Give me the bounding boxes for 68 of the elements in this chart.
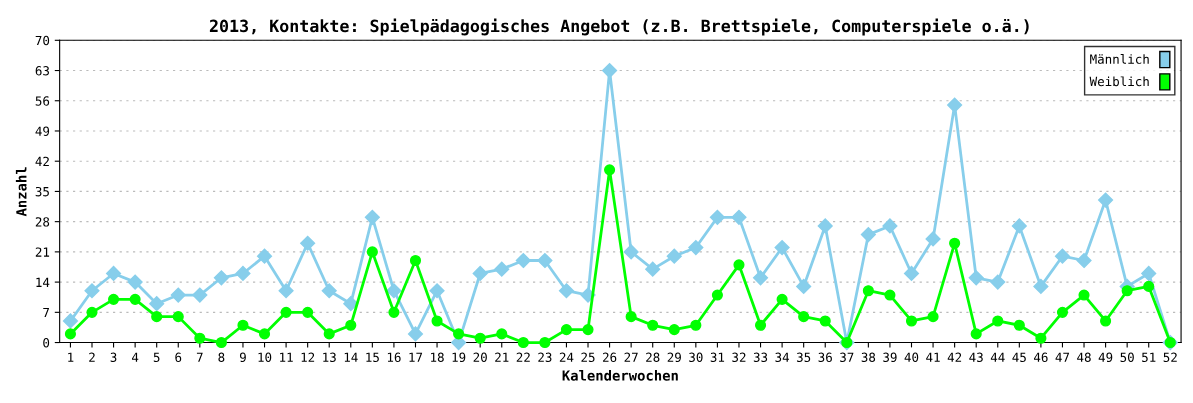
x-tick-label: 22	[516, 352, 530, 362]
x-tick-label: 30	[689, 352, 703, 363]
x-tick-label: 52	[1163, 352, 1177, 363]
x-tick-label: 25	[581, 352, 595, 363]
x-tick-label: 38	[861, 352, 876, 363]
x-tick-label: 3	[110, 352, 117, 363]
x-tick-label: 46	[1033, 352, 1048, 363]
x-tick-label: 24	[559, 352, 574, 362]
x-tick-label: 35	[796, 352, 811, 363]
x-tick-label: 20	[473, 352, 487, 363]
chart-title: 2013, Kontakte: Spielpädagogisches Angebot (z.B. Brettspiele, Computerspiele o.ä.)	[209, 18, 1029, 36]
x-tick-label: 10	[258, 352, 272, 363]
y-tick-label: 14	[36, 277, 50, 287]
x-tick-label: 48	[1077, 352, 1091, 363]
x-tick-label: 34	[775, 352, 790, 363]
x-tick-label: 16	[387, 352, 401, 363]
x-tick-label: 11	[280, 352, 293, 362]
y-tick-label: 7	[43, 307, 49, 318]
x-tick-label: 17	[409, 352, 423, 362]
x-tick-label: 36	[818, 352, 832, 363]
y-axis-title: Anzahl	[15, 167, 27, 217]
x-tick-label: 42	[947, 352, 962, 362]
x-tick-label: 19	[452, 352, 466, 363]
y-tick-label: 0	[43, 338, 50, 348]
x-tick-label: 29	[667, 352, 681, 363]
x-tick-label: 51	[1142, 352, 1156, 363]
y-tick-label: 42	[35, 156, 49, 166]
y-tick-label: 21	[35, 247, 50, 257]
x-tick-label: 47	[1055, 352, 1070, 362]
x-tick-label: 1	[68, 352, 74, 362]
x-tick-label: 41	[926, 352, 940, 362]
x-tick-label: 45	[1012, 352, 1026, 363]
x-tick-label: 37	[840, 352, 854, 363]
y-tick-label: 28	[35, 217, 50, 227]
y-tick-label: 49	[35, 126, 50, 136]
x-tick-label: 26	[602, 352, 617, 363]
x-tick-label: 39	[883, 352, 897, 363]
x-tick-label: 12	[301, 352, 315, 362]
x-tick-label: 6	[175, 352, 182, 363]
legend-label: Männlich	[1090, 54, 1149, 64]
y-tick-label: 70	[35, 35, 50, 46]
legend-label: Weiblich	[1089, 76, 1149, 87]
x-tick-label: 18	[431, 352, 444, 363]
x-tick-label: 21	[495, 352, 509, 362]
x-tick-label: 23	[538, 352, 552, 363]
y-tick-label: 63	[35, 66, 49, 76]
y-tick-label: 35	[35, 186, 49, 197]
x-tick-label: 7	[196, 352, 203, 362]
x-tick-label: 27	[624, 352, 638, 362]
x-tick-label: 8	[218, 352, 225, 363]
x-tick-label: 44	[990, 352, 1005, 362]
x-tick-label: 43	[969, 352, 983, 363]
x-tick-label: 40	[904, 352, 919, 363]
x-tick-label: 32	[732, 352, 746, 363]
x-tick-label: 9	[239, 352, 246, 363]
x-tick-label: 15	[366, 352, 379, 363]
x-tick-label: 13	[323, 352, 336, 363]
x-tick-label: 49	[1098, 352, 1113, 363]
y-tick-label: 56	[35, 96, 50, 106]
x-tick-label: 28	[646, 352, 660, 363]
x-axis-title: Kalenderwochen	[562, 369, 678, 381]
x-tick-label: 14	[344, 352, 358, 362]
x-tick-label: 50	[1120, 352, 1134, 363]
x-tick-label: 33	[753, 352, 768, 363]
x-tick-label: 31	[710, 352, 725, 363]
x-tick-label: 5	[153, 352, 160, 363]
x-tick-label: 2	[89, 352, 95, 362]
x-tick-label: 4	[131, 352, 139, 362]
